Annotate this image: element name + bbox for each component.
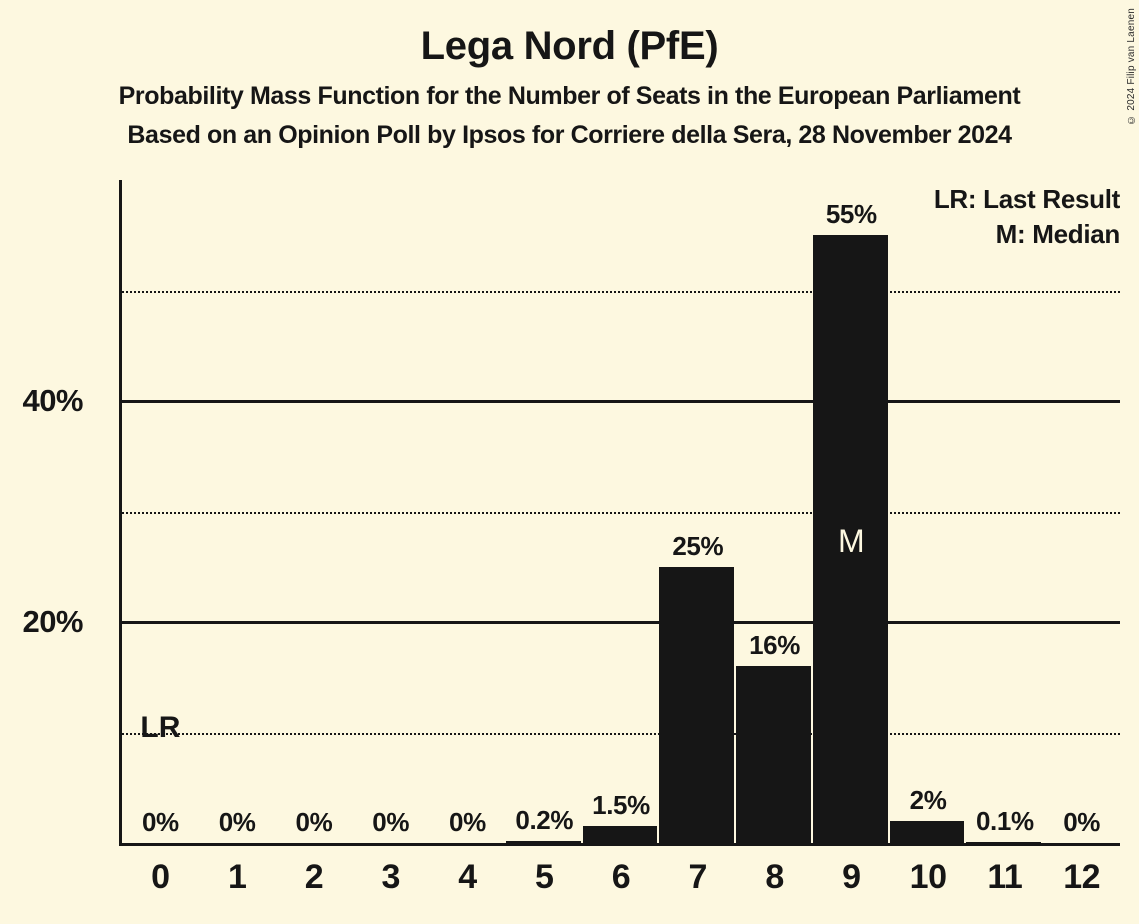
bar-value-label-7: 25% <box>672 530 724 561</box>
legend-entry-median: M: Median <box>995 218 1121 249</box>
bar-value-label-4: 0% <box>449 807 486 837</box>
marker-last-result: LR <box>140 710 181 744</box>
bar-value-label-2: 0% <box>295 807 333 837</box>
chart-subtitle-secondary: Based on an Opinion Poll by Ipsos for Co… <box>127 120 1012 149</box>
bar-value-label-3: 0% <box>372 807 410 837</box>
x-axis-tick-label-7: 7 <box>688 858 708 896</box>
x-axis-tick-label-12: 12 <box>1063 858 1101 896</box>
bar-7 <box>659 566 735 843</box>
x-axis-tick-label-9: 9 <box>842 858 861 896</box>
bar-10 <box>889 820 965 843</box>
chart-title-block: Lega Nord (PfE) Probability Mass Functio… <box>0 0 1139 150</box>
bar-value-label-5: 0.2% <box>515 804 574 835</box>
x-axis-tick-label-6: 6 <box>611 858 631 896</box>
bar-value-label-0: 0% <box>141 807 179 837</box>
bar-value-label-8: 16% <box>749 630 800 661</box>
x-axis-tick-label-10: 10 <box>909 858 947 896</box>
x-axis-tick-label-5: 5 <box>535 858 554 896</box>
bar-value-label-6: 1.5% <box>592 790 650 821</box>
bar-value-label-11: 0.1% <box>976 805 1034 836</box>
bar-9 <box>812 235 888 843</box>
x-axis-tick-label-8: 8 <box>765 858 784 896</box>
x-axis-line <box>119 843 1120 846</box>
plot-area: 20% 40% 0% 0 0% 1 0% 2 0% 3 0% 4 0.2% 5 1.5% 6 25% 7 16% 8 5… <box>22 180 1120 896</box>
gridline-major <box>119 400 1120 403</box>
bar-5 <box>505 840 581 843</box>
x-axis-tick-label-11: 11 <box>987 858 1023 896</box>
y-axis-tick-label: 20% <box>22 604 83 639</box>
bar-value-label-1: 0% <box>218 807 256 837</box>
bar-11 <box>966 841 1042 843</box>
bar-value-label-9: 55% <box>825 199 877 230</box>
bar-value-label-12: 0% <box>1063 807 1100 837</box>
marker-median: M <box>837 522 865 559</box>
bar-8 <box>736 666 811 843</box>
gridline-minor <box>119 732 1120 735</box>
gridline-minor <box>119 511 1120 514</box>
x-axis-tick-label-4: 4 <box>458 858 477 896</box>
x-axis-tick-label-0: 0 <box>151 858 170 896</box>
copyright-notice: © 2024 Filip van Laenen <box>1126 8 1137 125</box>
x-axis-tick-label-1: 1 <box>227 858 247 896</box>
bar-6 <box>582 826 658 843</box>
x-axis-tick-label-2: 2 <box>304 858 324 896</box>
gridline-major <box>119 621 1120 624</box>
chart-legend: LR: Last Result M: Median <box>934 182 1120 251</box>
bar-value-label-10: 2% <box>909 784 947 815</box>
y-axis-tick-label: 40% <box>22 383 83 418</box>
page-title: Lega Nord (PfE) <box>420 24 719 68</box>
gridline-minor <box>119 290 1120 293</box>
legend-entry-last-result: LR: Last Result <box>933 184 1120 214</box>
x-axis-tick-label-3: 3 <box>381 858 400 896</box>
chart-subtitle-primary: Probability Mass Function for the Number… <box>118 82 1021 110</box>
